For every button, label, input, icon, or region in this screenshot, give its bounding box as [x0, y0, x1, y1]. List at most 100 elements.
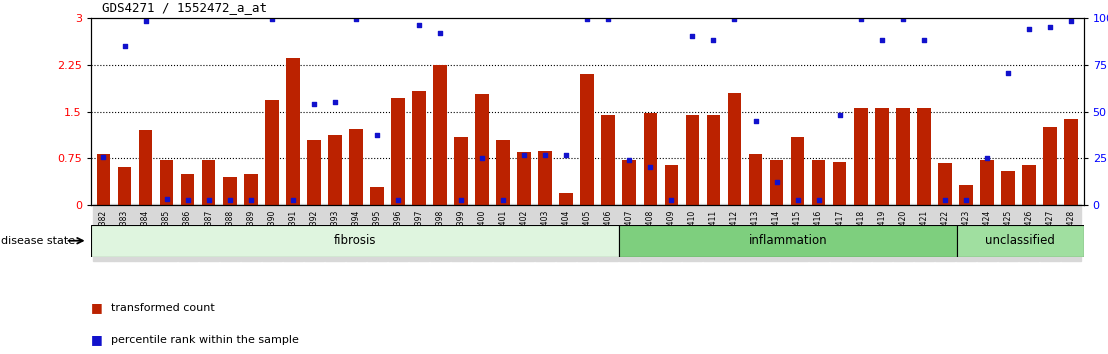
Point	[642, 164, 659, 169]
Bar	[854, 108, 868, 205]
Point	[368, 132, 386, 138]
Point	[768, 179, 786, 184]
Point	[410, 22, 428, 28]
Bar	[223, 177, 236, 205]
Bar	[665, 165, 678, 205]
Point	[620, 158, 638, 163]
Bar	[349, 129, 362, 205]
Bar	[475, 94, 489, 205]
Point	[1042, 24, 1059, 30]
Point	[157, 196, 175, 202]
Point	[599, 16, 617, 22]
Point	[557, 153, 575, 158]
Point	[831, 112, 849, 118]
Point	[1063, 18, 1080, 24]
Point	[536, 153, 554, 158]
Bar	[328, 135, 341, 205]
Point	[747, 118, 765, 124]
Point	[684, 34, 701, 39]
Point	[726, 16, 743, 22]
Bar	[981, 160, 994, 205]
Bar	[1043, 127, 1057, 205]
Point	[494, 198, 512, 203]
Bar	[812, 160, 825, 205]
Bar	[370, 187, 383, 205]
Bar	[307, 139, 320, 205]
Point	[1020, 26, 1038, 32]
Text: unclassified: unclassified	[985, 234, 1055, 247]
Point	[852, 16, 870, 22]
Point	[178, 198, 196, 203]
Bar	[896, 108, 910, 205]
Bar	[644, 113, 657, 205]
Point	[957, 198, 975, 203]
Text: disease state: disease state	[1, 236, 75, 246]
Point	[347, 16, 365, 22]
Text: ■: ■	[91, 333, 103, 346]
Point	[284, 198, 301, 203]
Point	[389, 198, 407, 203]
Point	[705, 37, 722, 42]
Bar	[391, 98, 404, 205]
Point	[936, 198, 954, 203]
Bar	[791, 137, 804, 205]
Point	[578, 16, 596, 22]
Bar	[244, 174, 257, 205]
Bar	[749, 154, 762, 205]
Bar	[602, 115, 615, 205]
Point	[263, 16, 280, 22]
Point	[305, 101, 322, 107]
Bar	[181, 174, 194, 205]
Bar	[938, 163, 952, 205]
Point	[515, 153, 533, 158]
Point	[789, 198, 807, 203]
Bar	[833, 161, 847, 205]
Bar	[623, 160, 636, 205]
Point	[199, 198, 217, 203]
Bar	[728, 93, 741, 205]
Text: transformed count: transformed count	[111, 303, 215, 313]
Point	[894, 16, 912, 22]
Bar	[770, 160, 783, 205]
Bar	[160, 160, 174, 205]
Bar	[265, 100, 278, 205]
Point	[242, 198, 259, 203]
Bar	[1064, 119, 1078, 205]
Bar	[286, 58, 299, 205]
Bar	[117, 166, 132, 205]
Point	[431, 30, 449, 36]
Bar	[496, 139, 510, 205]
Bar	[581, 74, 594, 205]
Bar	[433, 65, 447, 205]
Bar	[91, 225, 619, 257]
Bar	[538, 151, 552, 205]
Point	[999, 70, 1017, 75]
Point	[136, 18, 154, 24]
Point	[452, 198, 470, 203]
Text: inflammation: inflammation	[749, 234, 828, 247]
Bar	[875, 108, 889, 205]
Text: GDS4271 / 1552472_a_at: GDS4271 / 1552472_a_at	[102, 1, 267, 14]
Text: percentile rank within the sample: percentile rank within the sample	[111, 335, 299, 345]
Point	[115, 43, 133, 49]
Bar	[619, 225, 957, 257]
Text: fibrosis: fibrosis	[334, 234, 376, 247]
Bar	[1001, 171, 1015, 205]
Bar	[560, 193, 573, 205]
Bar	[202, 160, 215, 205]
Bar	[1022, 165, 1036, 205]
Point	[473, 156, 491, 161]
Point	[915, 37, 933, 42]
Point	[94, 154, 112, 159]
Point	[220, 198, 238, 203]
Bar	[917, 108, 931, 205]
Bar	[96, 154, 111, 205]
Point	[663, 198, 680, 203]
Bar	[957, 225, 1084, 257]
Point	[873, 37, 891, 42]
Text: ■: ■	[91, 302, 103, 314]
Bar	[412, 91, 425, 205]
Point	[326, 99, 343, 105]
Bar	[454, 137, 468, 205]
Bar	[686, 115, 699, 205]
